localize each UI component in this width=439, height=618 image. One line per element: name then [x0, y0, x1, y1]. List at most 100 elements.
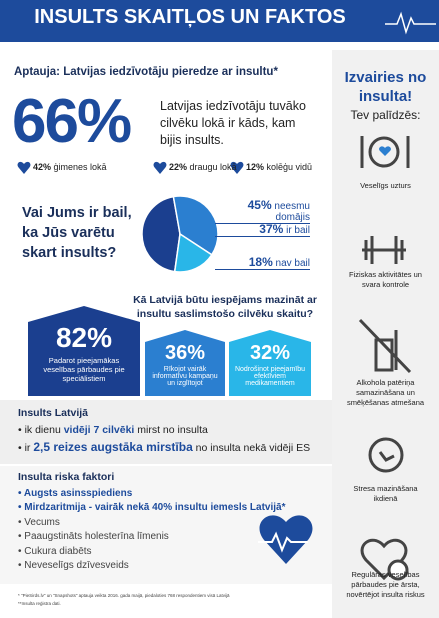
survey-title: Aptauja: Latvijas iedzīvotāju pieredze a… [14, 66, 278, 78]
t: Neveselīgs dzīvesveids [24, 560, 129, 571]
line: Latvijas iedzīvotāju tuvāko [160, 99, 306, 113]
risks-title: Insulta riska faktori [18, 471, 115, 483]
line: svara kontrole [361, 280, 410, 289]
bullet: • ir 2,5 reizes augstāka mirstība no ins… [18, 440, 311, 454]
line: samazināšana un [356, 388, 415, 397]
risks: Insulta riska faktori • Augsts asinsspie… [18, 470, 286, 574]
big-text: Latvijas iedzīvotāju tuvāko cilvēku lokā … [160, 98, 306, 149]
line: insultu saslimstošo cilvēku skaitu? [136, 308, 314, 320]
side-item: Stresa mazināšana ikdienā [334, 484, 437, 504]
pie-label: 18% nav bail [215, 255, 310, 270]
side-icons [358, 136, 412, 581]
title: INSULTS SKAITĻOS UN FAKTOS [34, 6, 346, 28]
line: smēķēšanas atmešana [346, 398, 425, 407]
heart-pulse [258, 531, 308, 553]
latvia: Insults Latvijā • ik dienu vidēji 7 cilv… [18, 405, 310, 457]
line: Vai Jums ir bail, [22, 205, 132, 221]
label: draugu lokā [189, 162, 237, 172]
label: nav bail [275, 258, 310, 269]
line: pārbaudes pie ārsta, [351, 580, 420, 589]
plate-heart [379, 146, 391, 156]
label: ģimenes lokā [53, 162, 107, 172]
box-36 [145, 330, 225, 396]
pie-label: 45% neesmu domājis [215, 198, 310, 224]
reduce-question: Kā Latvijā būtu iespējams mazināt ar insu… [100, 293, 350, 321]
line: cilvēku lokā ir kāds, kam [160, 116, 296, 130]
box-1: 82% Padarot pieejamākas veselības pārbaud… [28, 322, 140, 385]
latvia-title: Insults Latvijā [18, 407, 89, 419]
t: Mirdzaritmija - vairāk nekā 40% insultu … [24, 502, 286, 513]
circle-3: 12% kolēģu vidū [246, 162, 312, 172]
line: Izvairies no [344, 69, 427, 86]
circle-1: 42% ģimenes lokā [33, 162, 107, 172]
small-hearts [17, 161, 244, 174]
note: * "PieSirds.lv" un "Snapshots" aptauja v… [18, 593, 230, 598]
line: Fiziskas aktivitātes un [349, 270, 422, 279]
label: neesmu domājis [274, 201, 310, 223]
text: Padarot pieejamākas veselības pārbaudes … [43, 356, 125, 383]
text: Rīkojot vairāk informatīvu kampaņu un iz… [152, 366, 218, 387]
pct: 45% [247, 198, 272, 212]
risk: • Mirdzaritmija - vairāk nekā 40% insult… [18, 502, 286, 513]
line: Stresa mazināšana [353, 484, 418, 493]
text: Nodrošinot pieejamību efektīviem medikam… [234, 366, 306, 387]
footnotes: * "PieSirds.lv" un "Snapshots" aptauja v… [18, 592, 230, 608]
pie-label: 37% ir bail [215, 222, 310, 237]
t: Cukura diabēts [24, 545, 92, 557]
header-band [0, 0, 439, 42]
fear-question: Vai Jums ir bail, ka Jūs varētu skart insu… [22, 203, 132, 263]
bullet: • ik dienu vidēji 7 cilvēki mirst no ins… [18, 424, 208, 436]
t: ik dienu [24, 424, 64, 436]
risk: • Augsts asinsspiediens [18, 487, 133, 499]
line: ikdienā [373, 494, 398, 503]
pct: 22% [169, 162, 188, 172]
pie-slice [173, 232, 213, 273]
pulse-icon [385, 11, 436, 35]
circle-2: 22% draugu lokā [169, 162, 237, 172]
risk: • Cukura diabēts [18, 545, 92, 557]
pct: 42% [33, 162, 52, 172]
note: **Insulta reģistra dati. [18, 601, 61, 606]
pie-slice [172, 195, 219, 256]
t: Augsts asinsspiediens [23, 487, 133, 499]
t: mirst no insulta [134, 424, 208, 436]
pct: 12% [246, 162, 265, 172]
line: insulta! [358, 88, 413, 105]
pct: 37% [259, 222, 284, 236]
line: skart insults? [22, 245, 117, 261]
side-item: Regulāras veselības pārbaudes pie ārsta, n… [334, 570, 437, 600]
risk: • Neveselīgs dzīvesveids [18, 560, 129, 571]
line: bijis insults. [160, 133, 224, 147]
label: kolēģu vidū [266, 162, 313, 172]
line: Veselīgs uzturs [360, 181, 411, 190]
box-82 [28, 306, 140, 396]
line: Regulāras veselības [351, 570, 420, 579]
line: novērtējot insulta riskus [346, 590, 425, 599]
box-2: 36% Rīkojot vairāk informatīvu kampaņu un… [145, 342, 225, 388]
pct: 36% [164, 342, 206, 364]
t: ir [24, 442, 34, 454]
line: Kā Latvijā būtu iespējams mazināt ar [133, 294, 317, 306]
pct: 32% [249, 342, 291, 364]
box-32 [229, 330, 311, 396]
line: Alkohola patēriņa [356, 378, 415, 387]
t: Paaugstināts holesterīna līmenis [24, 531, 169, 542]
big-pct: 66% [12, 87, 132, 156]
t: Vecums [24, 516, 60, 528]
latvia-panel [0, 400, 332, 464]
side-item: Fiziskas aktivitātes un svara kontrole [334, 270, 437, 290]
risk: • Paaugstināts holesterīna līmenis [18, 531, 169, 542]
line: ka Jūs varētu [22, 225, 115, 241]
t: no insulta nekā vidēji ES [192, 442, 311, 454]
side-subtitle: Tev palīdzēs: [350, 108, 421, 122]
t: 2,5 reizes augstāka mirstība [33, 440, 193, 454]
pie-slice [141, 195, 181, 273]
t: vidēji 7 cilvēki [63, 424, 135, 436]
pct: 18% [248, 255, 273, 269]
pie [141, 195, 219, 273]
side-panel [332, 50, 439, 618]
risk: • Vecums [18, 516, 60, 528]
side-item: Veselīgs uzturs [334, 181, 437, 191]
